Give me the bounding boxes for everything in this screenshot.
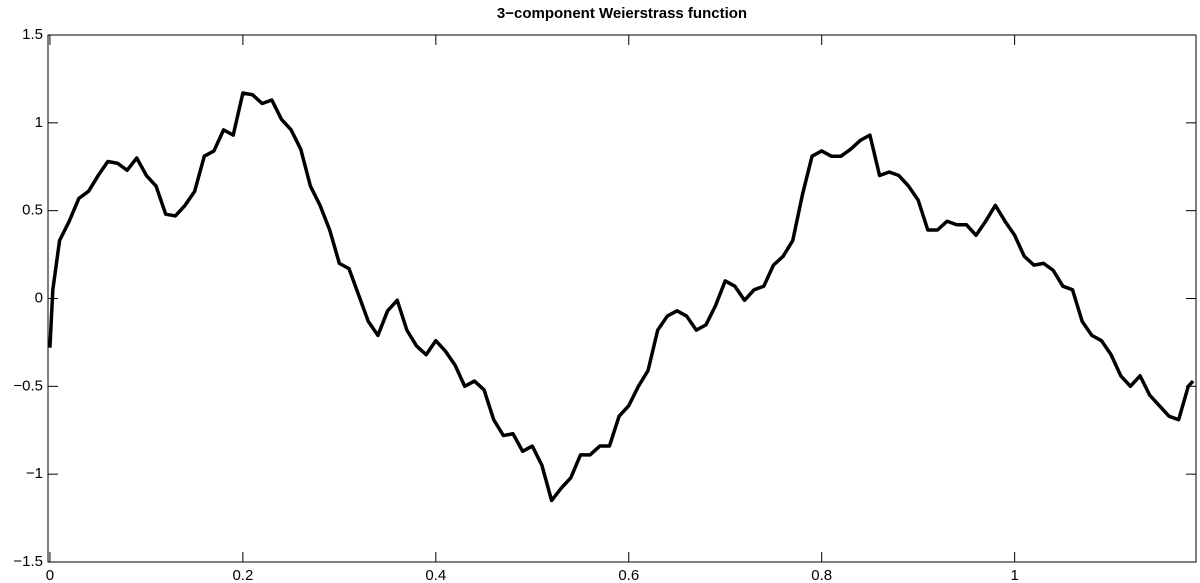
y-tick-label: 0 <box>35 289 43 306</box>
x-tick-label: 0.2 <box>232 567 253 583</box>
y-tick-label: 1.5 <box>22 26 43 43</box>
y-tick-label: −1.5 <box>13 553 43 570</box>
x-tick-label: 0.6 <box>618 567 639 583</box>
chart-title: 3−component Weierstrass function <box>497 5 747 22</box>
x-tick-label: 0.8 <box>811 567 832 583</box>
x-tick-label: 1 <box>1010 567 1018 583</box>
y-tick-label: 1 <box>35 114 43 131</box>
data-line <box>48 91 1195 503</box>
y-tick-label: −1 <box>26 465 43 482</box>
y-tick-label: 0.5 <box>22 202 43 219</box>
x-tick-label: 0 <box>46 567 54 583</box>
y-tick-label: −0.5 <box>13 377 43 394</box>
x-tick-label: 0.4 <box>425 567 446 583</box>
